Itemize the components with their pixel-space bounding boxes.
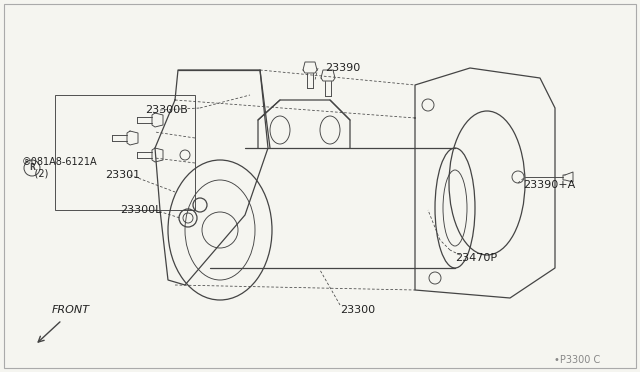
Text: 23300L: 23300L xyxy=(120,205,161,215)
Text: 23390+A: 23390+A xyxy=(523,180,575,190)
Text: ®081A8-6121A
    (2): ®081A8-6121A (2) xyxy=(22,157,98,179)
Text: FRONT: FRONT xyxy=(52,305,90,315)
Text: 23300B: 23300B xyxy=(145,105,188,115)
Text: 23300: 23300 xyxy=(340,305,375,315)
Text: 23301: 23301 xyxy=(105,170,140,180)
Bar xyxy=(55,95,195,210)
Text: 23470P: 23470P xyxy=(455,253,497,263)
Text: 23390: 23390 xyxy=(325,63,360,73)
Text: •P3300 C: •P3300 C xyxy=(554,355,600,365)
Text: R: R xyxy=(29,164,35,173)
